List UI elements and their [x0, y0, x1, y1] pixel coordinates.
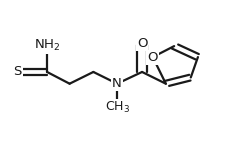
- Text: NH$_2$: NH$_2$: [34, 38, 60, 53]
- Text: O: O: [137, 37, 147, 50]
- Text: CH$_3$: CH$_3$: [104, 100, 130, 115]
- Text: N: N: [112, 77, 122, 90]
- Text: O: O: [147, 51, 158, 64]
- Text: S: S: [13, 65, 22, 79]
